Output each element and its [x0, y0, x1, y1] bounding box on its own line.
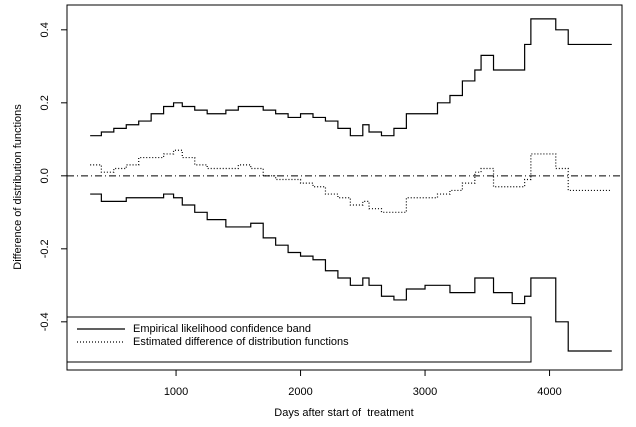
y-tick-label: 0.0	[39, 168, 51, 183]
x-tick-label: 3000	[413, 386, 437, 398]
x-axis-label: Days after start of treatment	[274, 407, 413, 419]
legend-box	[66, 316, 532, 363]
x-tick-label: 4000	[537, 386, 561, 398]
plot-frame	[66, 4, 623, 371]
y-axis-label: Difference of distribution functions	[12, 104, 24, 270]
step-line	[90, 193, 612, 352]
legend-label: Empirical likelihood confidence band	[133, 323, 311, 335]
y-tick-label: -0.2	[39, 239, 51, 258]
y-tick-label: 0.4	[39, 22, 51, 37]
step-line	[90, 18, 612, 137]
y-tick-label: -0.4	[39, 312, 51, 331]
y-tick-label: 0.2	[39, 95, 51, 110]
step-line	[90, 149, 612, 213]
x-tick-label: 1000	[164, 386, 188, 398]
legend-label: Estimated difference of distribution fun…	[133, 336, 349, 348]
x-tick-label: 2000	[288, 386, 312, 398]
